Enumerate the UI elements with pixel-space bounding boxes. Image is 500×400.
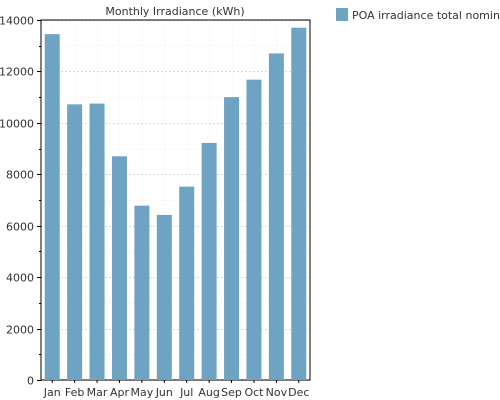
x-tick-label: Mar	[87, 386, 108, 399]
bar-feb	[67, 104, 83, 380]
y-tick-label: 2000	[6, 324, 34, 337]
x-tick-label: Feb	[65, 386, 84, 399]
x-tick-label: May	[131, 386, 154, 399]
y-tick-label: 10000	[0, 118, 34, 131]
x-tick-label: Nov	[266, 386, 288, 399]
bar-apr	[111, 156, 127, 380]
chart-title: Monthly Irradiance (kWh)	[105, 5, 244, 18]
bar-jun	[156, 214, 172, 380]
bar-dec	[291, 27, 307, 380]
x-tick-label: Dec	[288, 386, 309, 399]
x-tick-label: Jun	[155, 386, 173, 399]
x-tick-label: Apr	[110, 386, 130, 399]
y-axis: 0 2000 4000 6000 8000 10000 12000 14000	[0, 15, 41, 388]
legend: POA irradiance total nominal	[336, 8, 500, 22]
x-axis: Jan Feb Mar Apr May Jun Jul Aug Sep Oct Nov Dec	[43, 380, 309, 399]
x-tick-label: Jul	[179, 386, 193, 399]
bar-aug	[201, 142, 217, 380]
y-tick-label: 8000	[6, 169, 34, 182]
bar-may	[134, 205, 150, 380]
y-tick-label: 12000	[0, 66, 34, 79]
bar-jul	[179, 186, 195, 380]
y-tick-label: 0	[27, 375, 34, 388]
x-tick-label: Jan	[43, 386, 61, 399]
y-tick-label: 6000	[6, 221, 34, 234]
x-tick-label: Sep	[221, 386, 242, 399]
bars-group	[44, 27, 307, 381]
bar-sep	[224, 97, 240, 381]
legend-label: POA irradiance total nominal	[352, 9, 500, 22]
y-tick-label: 14000	[0, 15, 34, 28]
x-tick-label: Aug	[198, 386, 219, 399]
y-tick-label: 4000	[6, 272, 34, 285]
bar-mar	[89, 103, 105, 381]
bar-nov	[268, 53, 284, 381]
legend-swatch	[336, 8, 348, 21]
bar-oct	[246, 79, 262, 381]
x-tick-label: Oct	[244, 386, 264, 399]
bar-jan	[44, 34, 60, 381]
